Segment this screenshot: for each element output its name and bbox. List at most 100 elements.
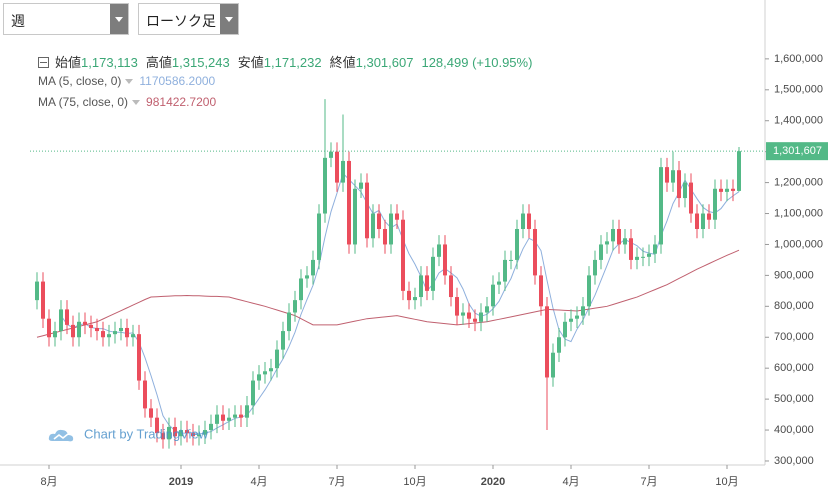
candle-body xyxy=(437,244,441,257)
candle-body xyxy=(191,433,195,437)
candle-body xyxy=(209,423,213,431)
candle-body xyxy=(275,349,279,369)
candle-body xyxy=(233,414,237,418)
candle-body xyxy=(89,324,93,328)
dropdown-arrow[interactable] xyxy=(110,4,128,34)
x-tick-label: 10月 xyxy=(403,476,426,488)
style-text: ローソク足 xyxy=(146,13,216,29)
x-tick-label: 4月 xyxy=(562,476,579,488)
candle-body xyxy=(617,228,621,245)
candle-body xyxy=(725,188,729,192)
x-tick-label: 4月 xyxy=(250,476,267,488)
candle-body xyxy=(269,368,273,372)
candle-body xyxy=(305,275,309,279)
style-dropdown[interactable]: ローソク足 xyxy=(138,3,239,35)
candle-body xyxy=(221,414,225,421)
candle-body xyxy=(263,371,267,375)
candle-body xyxy=(449,275,453,298)
candle-body xyxy=(173,426,177,437)
candle-body xyxy=(179,430,183,437)
candle-body xyxy=(611,228,615,242)
plot xyxy=(35,99,741,449)
candle-body xyxy=(371,213,375,239)
legend-label: 安値 xyxy=(237,55,264,70)
candle-body xyxy=(215,414,219,424)
candle-body xyxy=(593,259,597,276)
candle-body xyxy=(71,324,75,338)
candle-body xyxy=(527,213,531,229)
x-tick-label: 7月 xyxy=(328,476,345,488)
interval-text: 週 xyxy=(11,13,25,29)
candle-body xyxy=(689,182,693,214)
candle-body xyxy=(35,281,39,301)
candle-body xyxy=(623,238,627,245)
dropdown-arrow[interactable] xyxy=(220,4,238,34)
candle-body xyxy=(671,170,675,183)
candle-body xyxy=(101,331,105,338)
ma-line xyxy=(36,249,740,338)
candle-body xyxy=(257,374,261,381)
ma-caret[interactable] xyxy=(132,100,141,105)
candle-body xyxy=(509,259,513,261)
legend-label: 始値 xyxy=(55,55,82,70)
legend-label: 高値 xyxy=(145,55,172,70)
interval-dropdown[interactable]: 週 xyxy=(3,3,129,35)
candle-body xyxy=(365,182,369,239)
y-tick-label: 700,000 xyxy=(774,331,814,343)
y-tick-label: 1,600,000 xyxy=(774,53,823,65)
candle-body xyxy=(167,426,171,440)
candle-body xyxy=(347,160,351,245)
candle-body xyxy=(479,312,483,322)
ma-legend: MA (5, close, 0) 1170586.2000 xyxy=(38,74,215,88)
ma-caret[interactable] xyxy=(125,79,134,84)
candle-body xyxy=(731,188,735,191)
candle-body xyxy=(239,414,243,418)
candle-body xyxy=(245,405,249,418)
candle-body xyxy=(491,284,495,307)
candle-body xyxy=(287,312,291,332)
candle-body xyxy=(701,213,705,229)
candle-body xyxy=(227,417,231,421)
candle-body xyxy=(395,213,399,220)
y-tick-label: 900,000 xyxy=(774,269,814,281)
legend-label: 終値 xyxy=(329,55,356,70)
candle-body xyxy=(425,275,429,291)
last-price-box xyxy=(766,142,828,161)
candle-body xyxy=(311,259,315,276)
y-tick-label: 1,500,000 xyxy=(774,84,823,96)
candle-body xyxy=(41,281,45,319)
candle-body xyxy=(203,430,207,435)
y-tick-label: 1,100,000 xyxy=(774,207,823,219)
ohlc-legend: 始値1,173,113 高値1,315,243 安値1,171,232 終値1,301… xyxy=(38,52,540,71)
legend-value: 1,173,113 xyxy=(81,55,138,70)
candle-body xyxy=(143,380,147,409)
candle-body xyxy=(563,321,567,338)
last-price-label: 1,301,607 xyxy=(773,145,822,157)
candle-body xyxy=(719,188,723,192)
candle-body xyxy=(341,160,345,183)
candle-body xyxy=(575,315,579,319)
candle-body xyxy=(497,281,501,285)
y-tick-label: 800,000 xyxy=(774,300,814,312)
candle-body xyxy=(635,256,639,260)
legend-value: 1,171,232 xyxy=(263,55,322,70)
candle-body xyxy=(551,352,555,378)
y-tick-label: 500,000 xyxy=(774,393,814,405)
candle-body xyxy=(335,151,339,183)
candle-body xyxy=(119,327,123,332)
legend-value: 1,301,607 xyxy=(355,55,414,70)
y-tick-label: 1,000,000 xyxy=(774,238,823,250)
ma-legend-value: 981422.7200 xyxy=(146,95,217,109)
candle-body xyxy=(185,430,189,434)
y-tick-label: 1,400,000 xyxy=(774,115,823,127)
candle-body xyxy=(47,318,51,338)
candle-body xyxy=(299,278,303,301)
candle-body xyxy=(281,331,285,350)
ma-legend-value: 1170586.2000 xyxy=(139,74,216,88)
candle-body xyxy=(665,167,669,183)
candle-body xyxy=(647,253,651,257)
candle-body xyxy=(377,213,381,229)
collapse-icon[interactable] xyxy=(38,57,49,68)
candle-body xyxy=(59,309,63,332)
